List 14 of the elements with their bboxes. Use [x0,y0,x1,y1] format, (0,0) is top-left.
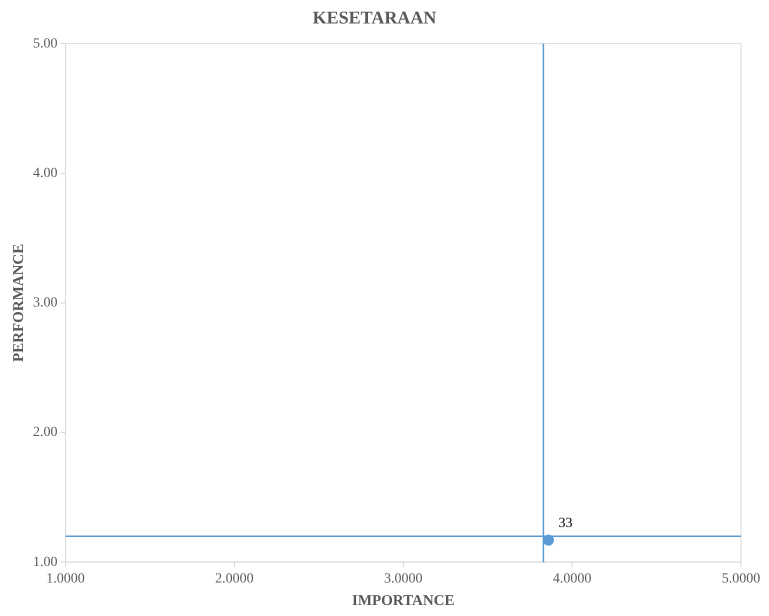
y-tick-label: 1.00 [33,554,58,570]
x-tick-label: 4.0000 [552,571,592,586]
chart-title: KESETARAAN [312,7,436,28]
x-axis-title: IMPORTANCE [352,592,455,609]
x-tick-label: 3.0000 [384,571,422,586]
y-axis-title: PERFORMANCE [10,244,27,362]
x-tick-label: 1.0000 [46,571,85,586]
y-tick-label: 5.00 [33,36,58,52]
annotation: 33 [558,516,572,531]
y-tick-label: 3.00 [33,296,58,311]
x-tick-label: 2.0000 [215,571,254,586]
y-tick-label: 2.00 [33,425,58,440]
y-tick-label: 4.00 [33,166,58,181]
x-tick-label: 5.0000 [722,571,760,586]
